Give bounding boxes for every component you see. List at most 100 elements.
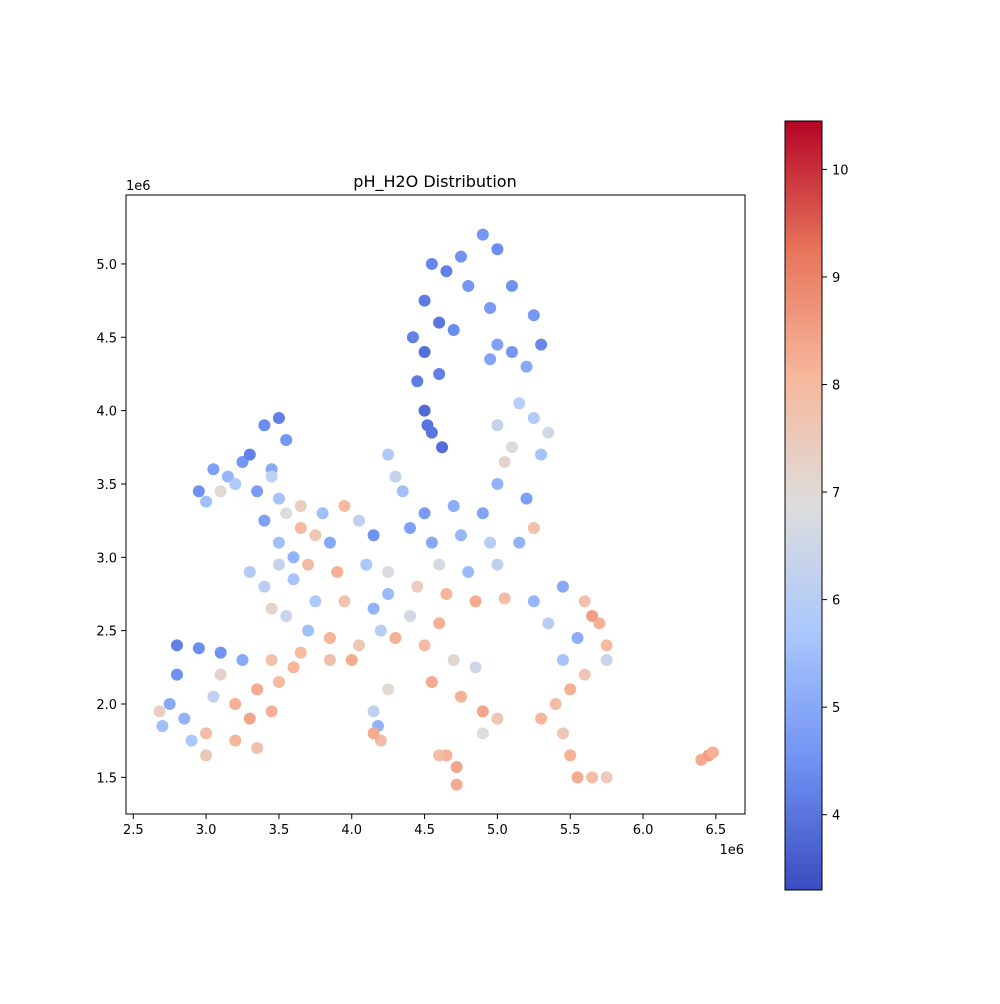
data-point <box>374 624 387 637</box>
data-point <box>272 411 285 424</box>
data-point <box>586 771 599 784</box>
plot-frame <box>125 194 746 815</box>
data-point <box>214 485 227 498</box>
data-point <box>600 639 613 652</box>
data-point <box>454 690 467 703</box>
data-point <box>192 485 205 498</box>
data-point <box>272 675 285 688</box>
data-point <box>229 477 242 490</box>
data-point <box>491 558 504 571</box>
data-point <box>323 631 336 644</box>
data-point <box>476 228 489 241</box>
data-point <box>243 712 256 725</box>
data-point <box>229 734 242 747</box>
points-layer <box>153 228 719 791</box>
data-point <box>571 631 584 644</box>
data-point <box>287 551 300 564</box>
data-point <box>421 419 434 432</box>
data-point <box>578 595 591 608</box>
chart-title: pH_H2O Distribution <box>353 172 516 192</box>
data-point <box>280 507 293 520</box>
data-point <box>185 734 198 747</box>
data-point <box>418 639 431 652</box>
y-tick-label: 5.0 <box>96 258 117 273</box>
x-tick-label: 5.0 <box>487 823 508 838</box>
data-point <box>411 375 424 388</box>
data-point <box>542 426 555 439</box>
plot-area <box>126 195 745 814</box>
data-point <box>353 639 366 652</box>
data-point <box>367 602 380 615</box>
data-point <box>258 580 271 593</box>
data-point <box>564 683 577 696</box>
colorbar-tick-label: 7 <box>832 486 840 501</box>
data-point <box>207 690 220 703</box>
data-point <box>433 617 446 630</box>
data-point <box>200 495 213 508</box>
data-point <box>549 697 562 710</box>
data-point <box>404 521 417 534</box>
data-point <box>505 279 518 292</box>
data-point <box>192 642 205 655</box>
data-point <box>418 294 431 307</box>
data-point <box>367 705 380 718</box>
data-point <box>170 668 183 681</box>
data-point <box>447 499 460 512</box>
data-point <box>513 536 526 549</box>
data-point <box>593 617 606 630</box>
data-point <box>265 602 278 615</box>
data-point <box>251 741 264 754</box>
data-point <box>535 448 548 461</box>
data-point <box>491 419 504 432</box>
data-point <box>258 419 271 432</box>
data-point <box>265 705 278 718</box>
data-point <box>527 411 540 424</box>
data-point <box>450 778 463 791</box>
data-point <box>236 653 249 666</box>
data-point <box>214 668 227 681</box>
y-tick-label: 4.0 <box>96 405 117 420</box>
data-point <box>476 727 489 740</box>
data-point <box>331 565 344 578</box>
data-point <box>367 727 380 740</box>
data-point <box>374 734 387 747</box>
data-point <box>309 595 322 608</box>
data-point <box>447 653 460 666</box>
y-tick-label: 2.0 <box>96 698 117 713</box>
data-point <box>527 595 540 608</box>
data-point <box>353 514 366 527</box>
data-point <box>221 470 234 483</box>
data-point <box>535 338 548 351</box>
data-point <box>265 653 278 666</box>
colorbar-tick-label: 4 <box>832 809 840 824</box>
data-point <box>436 441 449 454</box>
data-point <box>207 463 220 476</box>
y-axis: 1.5 2.0 2.5 3.0 3.5 4.0 4.5 5.0 <box>96 258 126 786</box>
data-point <box>505 441 518 454</box>
data-point <box>556 580 569 593</box>
data-point <box>440 587 453 600</box>
colorbar-gradient <box>785 121 822 890</box>
data-point <box>454 250 467 263</box>
data-point <box>229 697 242 710</box>
data-point <box>454 529 467 542</box>
y-tick-label: 3.5 <box>96 478 117 493</box>
data-point <box>338 595 351 608</box>
colorbar: 4 5 6 7 8 9 10 <box>784 120 849 891</box>
colorbar-tick-label: 8 <box>832 379 840 394</box>
data-point <box>513 397 526 410</box>
data-point <box>258 514 271 527</box>
colorbar-ticks: 4 5 6 7 8 9 10 <box>822 163 849 824</box>
colorbar-frame <box>784 120 823 891</box>
data-point <box>527 521 540 534</box>
data-point <box>450 761 463 774</box>
data-point <box>323 653 336 666</box>
data-point <box>153 705 166 718</box>
data-point <box>323 536 336 549</box>
data-point <box>280 433 293 446</box>
data-point <box>382 448 395 461</box>
data-point <box>294 646 307 659</box>
data-point <box>484 301 497 314</box>
x-tick-label: 5.5 <box>560 823 581 838</box>
data-point <box>367 529 380 542</box>
